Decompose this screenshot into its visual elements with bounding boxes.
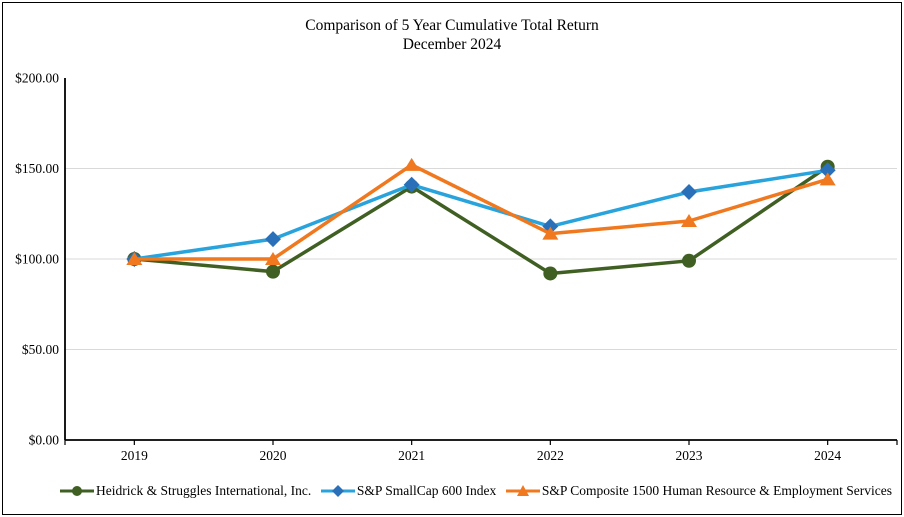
x-axis-tick-label: 2024 <box>814 448 841 463</box>
legend-label-0: Heidrick & Struggles International, Inc. <box>96 483 312 498</box>
data-point-marker-s2 <box>819 172 836 186</box>
circle-legend-marker-icon <box>60 486 94 496</box>
data-point-marker-s2 <box>126 252 143 265</box>
x-axis-tick-label: 2021 <box>398 448 425 463</box>
data-point-marker-s1 <box>819 162 836 179</box>
x-axis-tick-label: 2023 <box>676 448 703 463</box>
data-point-marker-s1 <box>265 231 281 248</box>
diamond-legend-marker-icon <box>320 485 355 497</box>
y-axis-tick-label: $50.00 <box>22 342 59 357</box>
y-axis-tick-label: $100.00 <box>15 252 59 267</box>
data-point-marker-s2 <box>265 252 281 265</box>
data-point-marker-s1 <box>403 176 420 193</box>
x-axis-tick-label: 2022 <box>537 448 564 463</box>
series-line-2 <box>132 163 830 261</box>
series-line-1 <box>132 168 830 261</box>
legend-item-1: S&P SmallCap 600 Index <box>320 483 497 499</box>
data-point-marker-s2 <box>403 157 420 171</box>
data-point-marker-s0 <box>266 264 280 279</box>
data-point-marker-s2 <box>542 226 559 240</box>
x-axis-tick-label: 2020 <box>260 448 287 463</box>
legend-label-1: S&P SmallCap 600 Index <box>356 483 497 498</box>
x-axis-tick-label: 2019 <box>121 448 148 463</box>
data-point-marker-s2 <box>681 213 697 227</box>
data-point-marker-s0 <box>543 266 558 281</box>
data-point-marker-s1 <box>681 184 697 201</box>
triangle-legend-marker-icon <box>505 485 540 496</box>
chart-title-line1: Comparison of 5 Year Cumulative Total Re… <box>305 17 599 34</box>
legend-item-0: Heidrick & Struggles International, Inc. <box>60 483 311 499</box>
y-axis-tick-label: $0.00 <box>29 433 60 448</box>
y-axis-tick-label: $200.00 <box>15 71 59 86</box>
chart-title-line2: December 2024 <box>402 36 502 53</box>
y-axis-tick-label: $150.00 <box>15 161 59 176</box>
chart-title: Comparison of 5 Year Cumulative Total Re… <box>0 16 904 54</box>
series-line-0 <box>132 164 830 276</box>
chart-legend: Heidrick & Struggles International, Inc.… <box>60 478 892 504</box>
data-point-marker-s0 <box>682 253 696 268</box>
legend-item-2: S&P Composite 1500 Human Resource & Empl… <box>505 483 892 499</box>
legend-label-2: S&P Composite 1500 Human Resource & Empl… <box>541 483 892 498</box>
